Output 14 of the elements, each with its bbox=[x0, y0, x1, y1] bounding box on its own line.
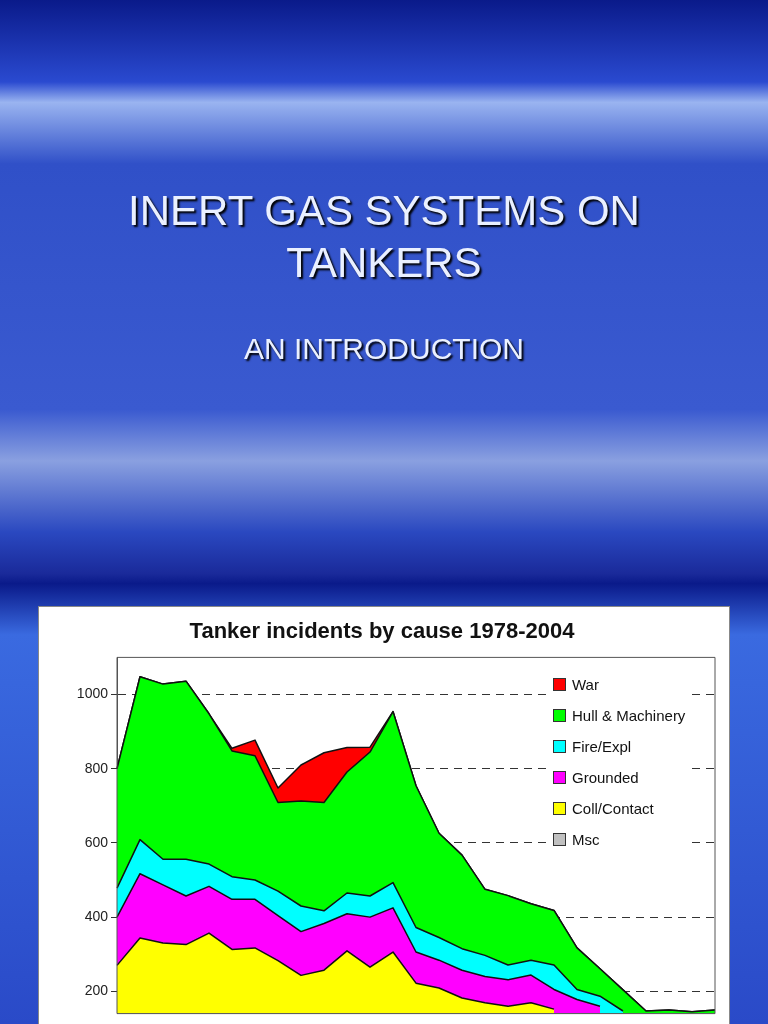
legend-label: War bbox=[572, 676, 599, 693]
text: INERT GAS SYSTEMS ON TANKERS bbox=[127, 186, 641, 288]
y-tick-label: 200 bbox=[84, 982, 109, 999]
y-tick-label: 600 bbox=[84, 833, 109, 850]
y-tick-label: 1000 bbox=[76, 685, 109, 702]
chart-title: Tanker incidents by cause 1978-2004 bbox=[189, 618, 576, 644]
y-tick-label: 800 bbox=[84, 759, 109, 776]
legend-label: Coll/Contact bbox=[572, 800, 654, 817]
legend-label: Fire/Expl bbox=[572, 738, 632, 755]
y-tick-label: 400 bbox=[84, 907, 109, 924]
legend-label: Grounded bbox=[572, 769, 639, 786]
legend-label: Msc bbox=[572, 831, 600, 848]
text: AN INTRODUCTION bbox=[243, 332, 525, 366]
legend-label: Hull & Machinery bbox=[572, 707, 686, 724]
